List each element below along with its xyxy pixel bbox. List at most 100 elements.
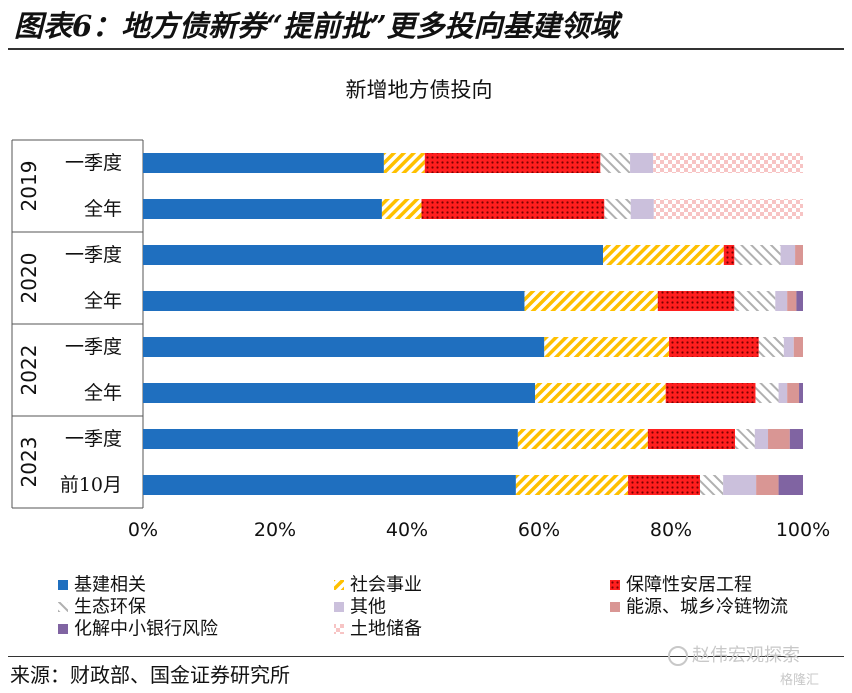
group-label-2020: 2020 [17, 253, 41, 304]
bar-segment-5 [630, 153, 654, 173]
bar-segment-1 [143, 245, 604, 265]
category-label: 一季度 [65, 428, 122, 450]
chart-title: 新增地方债投向 [346, 78, 493, 102]
bar-segment-4 [600, 153, 631, 173]
bar-segment-1 [143, 199, 382, 219]
bar-segment-5 [630, 199, 654, 219]
bar-segment-2 [381, 199, 422, 219]
bar-segment-7 [799, 383, 803, 403]
x-tick-label: 80% [650, 519, 692, 541]
category-label: 一季度 [65, 336, 122, 358]
bar-segment-6 [787, 383, 800, 403]
bar-segment-4 [604, 199, 631, 219]
bar-segment-5 [780, 245, 796, 265]
legend-swatch-6 [610, 602, 620, 612]
bar-segment-1 [143, 429, 518, 449]
bar-segment-3 [669, 337, 759, 357]
legend-label-1: 基建相关 [74, 575, 146, 596]
category-label: 全年 [84, 290, 122, 312]
category-label: 一季度 [65, 244, 122, 266]
x-tick-label: 40% [386, 519, 428, 541]
bar-segment-5 [723, 475, 757, 495]
legend-swatch-1 [58, 580, 68, 590]
bar-segment-4 [734, 245, 781, 265]
bar-segment-4 [700, 475, 724, 495]
source-rule [8, 656, 844, 657]
legend-label-4: 生态环保 [74, 597, 146, 618]
watermark-sub: 格隆汇 [780, 673, 820, 688]
legend-label-6: 能源、城乡冷链物流 [626, 597, 788, 618]
bar-segment-5 [775, 291, 788, 311]
bar-segment-2 [535, 383, 666, 403]
watermark-text: 赵伟宏观探索 [692, 645, 800, 666]
x-tick-label: 60% [518, 519, 560, 541]
watermark: 赵伟宏观探索 [668, 643, 800, 669]
bar-segment-4 [755, 383, 779, 403]
bar-segment-3 [665, 383, 756, 403]
bar-segment-6 [768, 429, 790, 449]
bar-segment-8 [653, 199, 803, 219]
bar-segment-7 [796, 291, 803, 311]
bar-segment-4 [734, 291, 776, 311]
bar-segment-3 [424, 153, 601, 173]
category-label: 前10月 [60, 474, 122, 496]
bar-segment-4 [758, 337, 784, 357]
bar-segment-6 [756, 475, 779, 495]
x-tick-label: 100% [776, 519, 830, 541]
bar-segment-4 [735, 429, 755, 449]
group-label-2023: 2023 [17, 437, 41, 488]
legend-label-2: 社会事业 [350, 575, 422, 596]
bar-segment-1 [143, 475, 516, 495]
bar-segment-3 [723, 245, 735, 265]
bar-segment-2 [383, 153, 425, 173]
source-note: 来源：财政部、国金证券研究所 [10, 663, 290, 687]
bar-segment-5 [754, 429, 769, 449]
bar-segment-5 [778, 383, 788, 403]
legend-label-5: 其他 [350, 597, 386, 618]
title-rule [8, 48, 844, 50]
bar-segment-7 [778, 475, 803, 495]
legend-swatch-3 [610, 580, 620, 590]
bars-layer [143, 153, 803, 495]
bar-segment-1 [143, 337, 545, 357]
category-label: 全年 [84, 198, 122, 220]
x-tick-label: 20% [254, 519, 296, 541]
bar-segment-6 [795, 245, 803, 265]
bar-segment-2 [524, 291, 658, 311]
bar-segment-3 [657, 291, 735, 311]
bar-segment-1 [143, 383, 536, 403]
bar-segment-1 [143, 153, 384, 173]
legend-label-3: 保障性安居工程 [626, 575, 752, 596]
legend-swatch-7 [58, 624, 68, 634]
bar-segment-6 [787, 291, 797, 311]
bar-segment-3 [647, 429, 736, 449]
legend-swatch-5 [334, 602, 344, 612]
bar-segment-1 [143, 291, 525, 311]
bar-segment-2 [517, 429, 648, 449]
group-label-2022: 2022 [17, 345, 41, 396]
group-label-2019: 2019 [17, 161, 41, 212]
bar-segment-3 [421, 199, 605, 219]
legend-label-7: 化解中小银行风险 [74, 619, 218, 640]
bar-segment-2 [603, 245, 724, 265]
bar-segment-8 [653, 153, 803, 173]
bar-segment-6 [793, 337, 803, 357]
figure-title: 图表6：地方债新券“提前批”更多投向基建领域 [14, 9, 619, 43]
bar-segment-2 [515, 475, 629, 495]
bar-segment-2 [544, 337, 670, 357]
category-label: 一季度 [65, 152, 122, 174]
x-tick-label: 0% [128, 519, 158, 541]
x-axis: 0% 20% 40% 60% 80% 100% [128, 519, 830, 541]
legend-label-8: 土地储备 [350, 619, 422, 640]
bar-segment-5 [783, 337, 794, 357]
bar-segment-7 [789, 429, 803, 449]
legend-swatch-8 [334, 624, 344, 634]
wechat-icon [668, 646, 688, 666]
bar-segment-3 [628, 475, 701, 495]
legend-swatch-4 [58, 602, 68, 612]
legend-swatch-2 [334, 580, 344, 590]
category-label: 全年 [84, 382, 122, 404]
